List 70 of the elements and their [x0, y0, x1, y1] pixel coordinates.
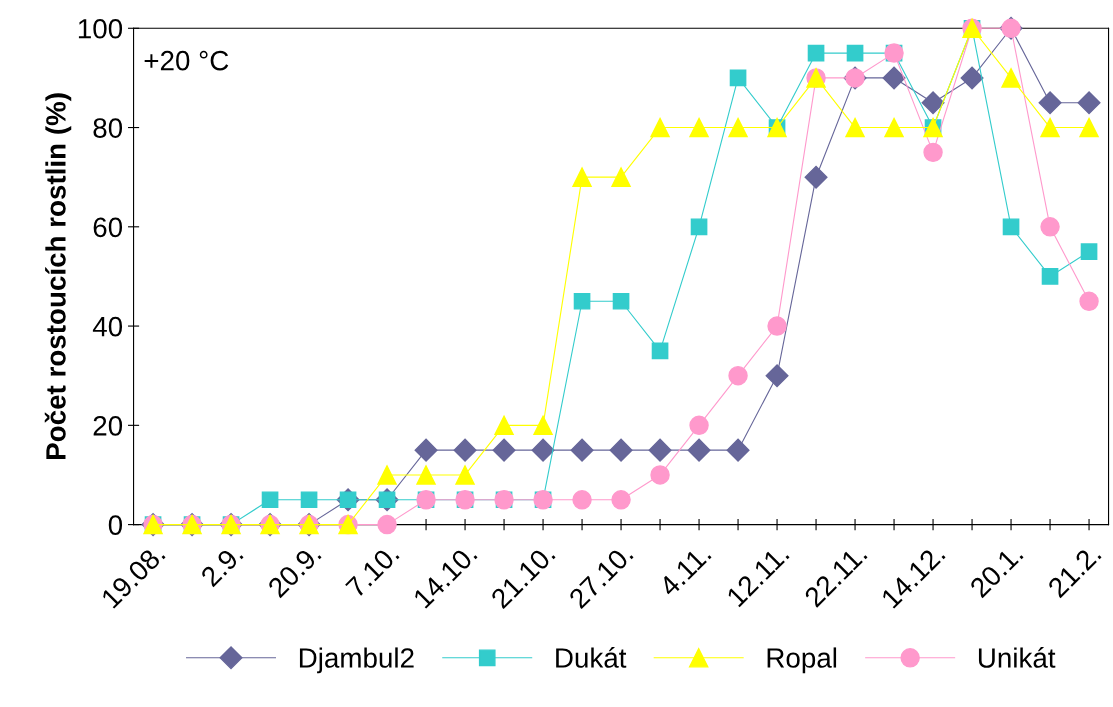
legend-label: Djambul2 — [299, 647, 414, 674]
point — [690, 218, 708, 236]
point — [923, 142, 943, 163]
x-tick-label: 4.11. — [657, 543, 712, 598]
point — [1040, 217, 1060, 237]
point — [492, 438, 516, 462]
point — [455, 465, 475, 485]
y-axis-title: Počet rostoucích rostlin (%) — [44, 93, 72, 459]
point — [960, 66, 984, 90]
y-tick-label: 0 — [108, 515, 123, 535]
point — [921, 91, 945, 115]
point — [729, 69, 747, 87]
point — [807, 44, 825, 62]
point — [572, 490, 592, 510]
point — [804, 165, 828, 189]
point — [1041, 268, 1059, 285]
point — [726, 438, 750, 462]
point — [689, 415, 709, 436]
point — [1080, 243, 1098, 260]
point — [416, 465, 436, 485]
y-tick-label: 60 — [93, 217, 123, 238]
point — [1038, 91, 1062, 115]
point — [261, 491, 279, 509]
point — [453, 438, 477, 462]
x-tick-label: 20.1. — [968, 543, 1024, 599]
point — [845, 117, 865, 138]
point — [531, 438, 555, 462]
legend-label: Dukát — [556, 647, 627, 668]
legend-label: Unikát — [978, 647, 1056, 668]
point — [377, 514, 397, 535]
point — [611, 167, 631, 187]
point — [846, 44, 864, 62]
y-tick-label: 80 — [93, 118, 123, 138]
point — [1077, 91, 1101, 115]
point — [1079, 117, 1099, 138]
point — [494, 415, 514, 436]
point — [572, 167, 592, 187]
annotation: +20 °C — [144, 50, 229, 71]
point — [611, 490, 631, 510]
point — [570, 438, 594, 462]
point — [687, 438, 711, 462]
point — [651, 342, 669, 360]
point — [728, 117, 748, 138]
point — [609, 438, 633, 462]
point — [1079, 291, 1099, 311]
point — [377, 465, 397, 485]
x-tick-label: 20.9. — [266, 543, 322, 599]
point — [882, 66, 906, 90]
point — [612, 292, 630, 310]
y-tick-label: 40 — [92, 316, 123, 337]
point — [1002, 218, 1020, 236]
y-tick-label: 20 — [93, 416, 123, 436]
point — [765, 364, 789, 388]
point — [689, 117, 709, 138]
point — [767, 316, 787, 336]
point — [728, 365, 748, 386]
x-tick-label: 2.9. — [199, 543, 244, 588]
point — [884, 117, 904, 138]
point — [650, 117, 670, 138]
point — [1040, 117, 1060, 138]
point — [1001, 68, 1021, 88]
point — [533, 415, 553, 436]
x-tick-label: 7.10. — [344, 543, 400, 599]
point — [414, 438, 438, 462]
point — [650, 465, 670, 485]
point — [300, 491, 318, 509]
legend-label: Ropal — [767, 647, 837, 674]
y-tick-label: 100 — [78, 18, 123, 39]
point — [573, 292, 591, 310]
point — [648, 438, 672, 462]
